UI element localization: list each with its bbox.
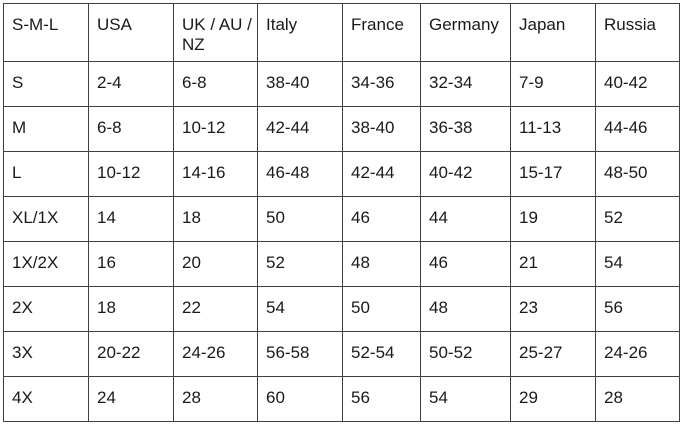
- size-value-cell: 54: [420, 376, 511, 422]
- size-label-cell: M: [3, 106, 89, 152]
- size-value-cell: 2-4: [88, 61, 174, 107]
- size-value-cell: 36-38: [420, 106, 511, 152]
- header-cell: UK / AU / NZ: [173, 3, 258, 62]
- table-row: XL/1X 14 18 50 46 44 19 52: [3, 196, 680, 242]
- size-value-cell: 40-42: [595, 61, 680, 107]
- header-cell: S-M-L: [3, 3, 89, 62]
- size-value-cell: 42-44: [342, 151, 421, 197]
- size-conversion-table: S-M-L USA UK / AU / NZ Italy France Germany Ja…: [3, 3, 680, 422]
- size-label-cell: L: [3, 151, 89, 197]
- size-value-cell: 10-12: [88, 151, 174, 197]
- table-row: M 6-8 10-12 42-44 38-40 36-38 11-13 44-46: [3, 106, 680, 152]
- size-value-cell: 21: [510, 241, 596, 287]
- size-value-cell: 20: [173, 241, 258, 287]
- size-value-cell: 50: [257, 196, 343, 242]
- size-value-cell: 48: [420, 286, 511, 332]
- size-value-cell: 44-46: [595, 106, 680, 152]
- size-value-cell: 20-22: [88, 331, 174, 377]
- size-value-cell: 50-52: [420, 331, 511, 377]
- size-value-cell: 28: [173, 376, 258, 422]
- size-value-cell: 40-42: [420, 151, 511, 197]
- size-label-cell: S: [3, 61, 89, 107]
- size-value-cell: 46: [420, 241, 511, 287]
- size-value-cell: 52-54: [342, 331, 421, 377]
- size-value-cell: 48: [342, 241, 421, 287]
- size-value-cell: 46-48: [257, 151, 343, 197]
- size-label-cell: 2X: [3, 286, 89, 332]
- size-value-cell: 54: [257, 286, 343, 332]
- size-value-cell: 6-8: [88, 106, 174, 152]
- size-value-cell: 60: [257, 376, 343, 422]
- size-value-cell: 48-50: [595, 151, 680, 197]
- size-value-cell: 38-40: [257, 61, 343, 107]
- size-value-cell: 56-58: [257, 331, 343, 377]
- size-value-cell: 34-36: [342, 61, 421, 107]
- size-value-cell: 54: [595, 241, 680, 287]
- size-value-cell: 7-9: [510, 61, 596, 107]
- size-label-cell: 4X: [3, 376, 89, 422]
- header-row: S-M-L USA UK / AU / NZ Italy France Germany Ja…: [3, 3, 680, 62]
- size-value-cell: 11-13: [510, 106, 596, 152]
- header-cell: Italy: [257, 3, 343, 62]
- size-value-cell: 14-16: [173, 151, 258, 197]
- size-value-cell: 25-27: [510, 331, 596, 377]
- table-row: 3X 20-22 24-26 56-58 52-54 50-52 25-27 24-26: [3, 331, 680, 377]
- size-value-cell: 29: [510, 376, 596, 422]
- size-label-cell: 3X: [3, 331, 89, 377]
- size-value-cell: 6-8: [173, 61, 258, 107]
- size-value-cell: 24-26: [173, 331, 258, 377]
- size-value-cell: 28: [595, 376, 680, 422]
- size-label-cell: 1X/2X: [3, 241, 89, 287]
- size-value-cell: 32-34: [420, 61, 511, 107]
- header-cell: Japan: [510, 3, 596, 62]
- table-row: 2X 18 22 54 50 48 23 56: [3, 286, 680, 332]
- size-label-cell: XL/1X: [3, 196, 89, 242]
- size-value-cell: 24: [88, 376, 174, 422]
- size-value-cell: 22: [173, 286, 258, 332]
- size-value-cell: 52: [257, 241, 343, 287]
- size-value-cell: 56: [342, 376, 421, 422]
- size-value-cell: 19: [510, 196, 596, 242]
- size-value-cell: 52: [595, 196, 680, 242]
- size-value-cell: 23: [510, 286, 596, 332]
- size-value-cell: 38-40: [342, 106, 421, 152]
- size-value-cell: 24-26: [595, 331, 680, 377]
- header-cell: Russia: [595, 3, 680, 62]
- size-value-cell: 10-12: [173, 106, 258, 152]
- size-value-cell: 14: [88, 196, 174, 242]
- size-value-cell: 56: [595, 286, 680, 332]
- header-cell: USA: [88, 3, 174, 62]
- size-value-cell: 18: [173, 196, 258, 242]
- header-cell: France: [342, 3, 421, 62]
- size-value-cell: 15-17: [510, 151, 596, 197]
- size-value-cell: 46: [342, 196, 421, 242]
- table-row: 4X 24 28 60 56 54 29 28: [3, 376, 680, 422]
- table-row: 1X/2X 16 20 52 48 46 21 54: [3, 241, 680, 287]
- size-value-cell: 16: [88, 241, 174, 287]
- table-row: L 10-12 14-16 46-48 42-44 40-42 15-17 48-50: [3, 151, 680, 197]
- size-value-cell: 18: [88, 286, 174, 332]
- table-row: S 2-4 6-8 38-40 34-36 32-34 7-9 40-42: [3, 61, 680, 107]
- size-value-cell: 50: [342, 286, 421, 332]
- header-cell: Germany: [420, 3, 511, 62]
- size-value-cell: 44: [420, 196, 511, 242]
- size-value-cell: 42-44: [257, 106, 343, 152]
